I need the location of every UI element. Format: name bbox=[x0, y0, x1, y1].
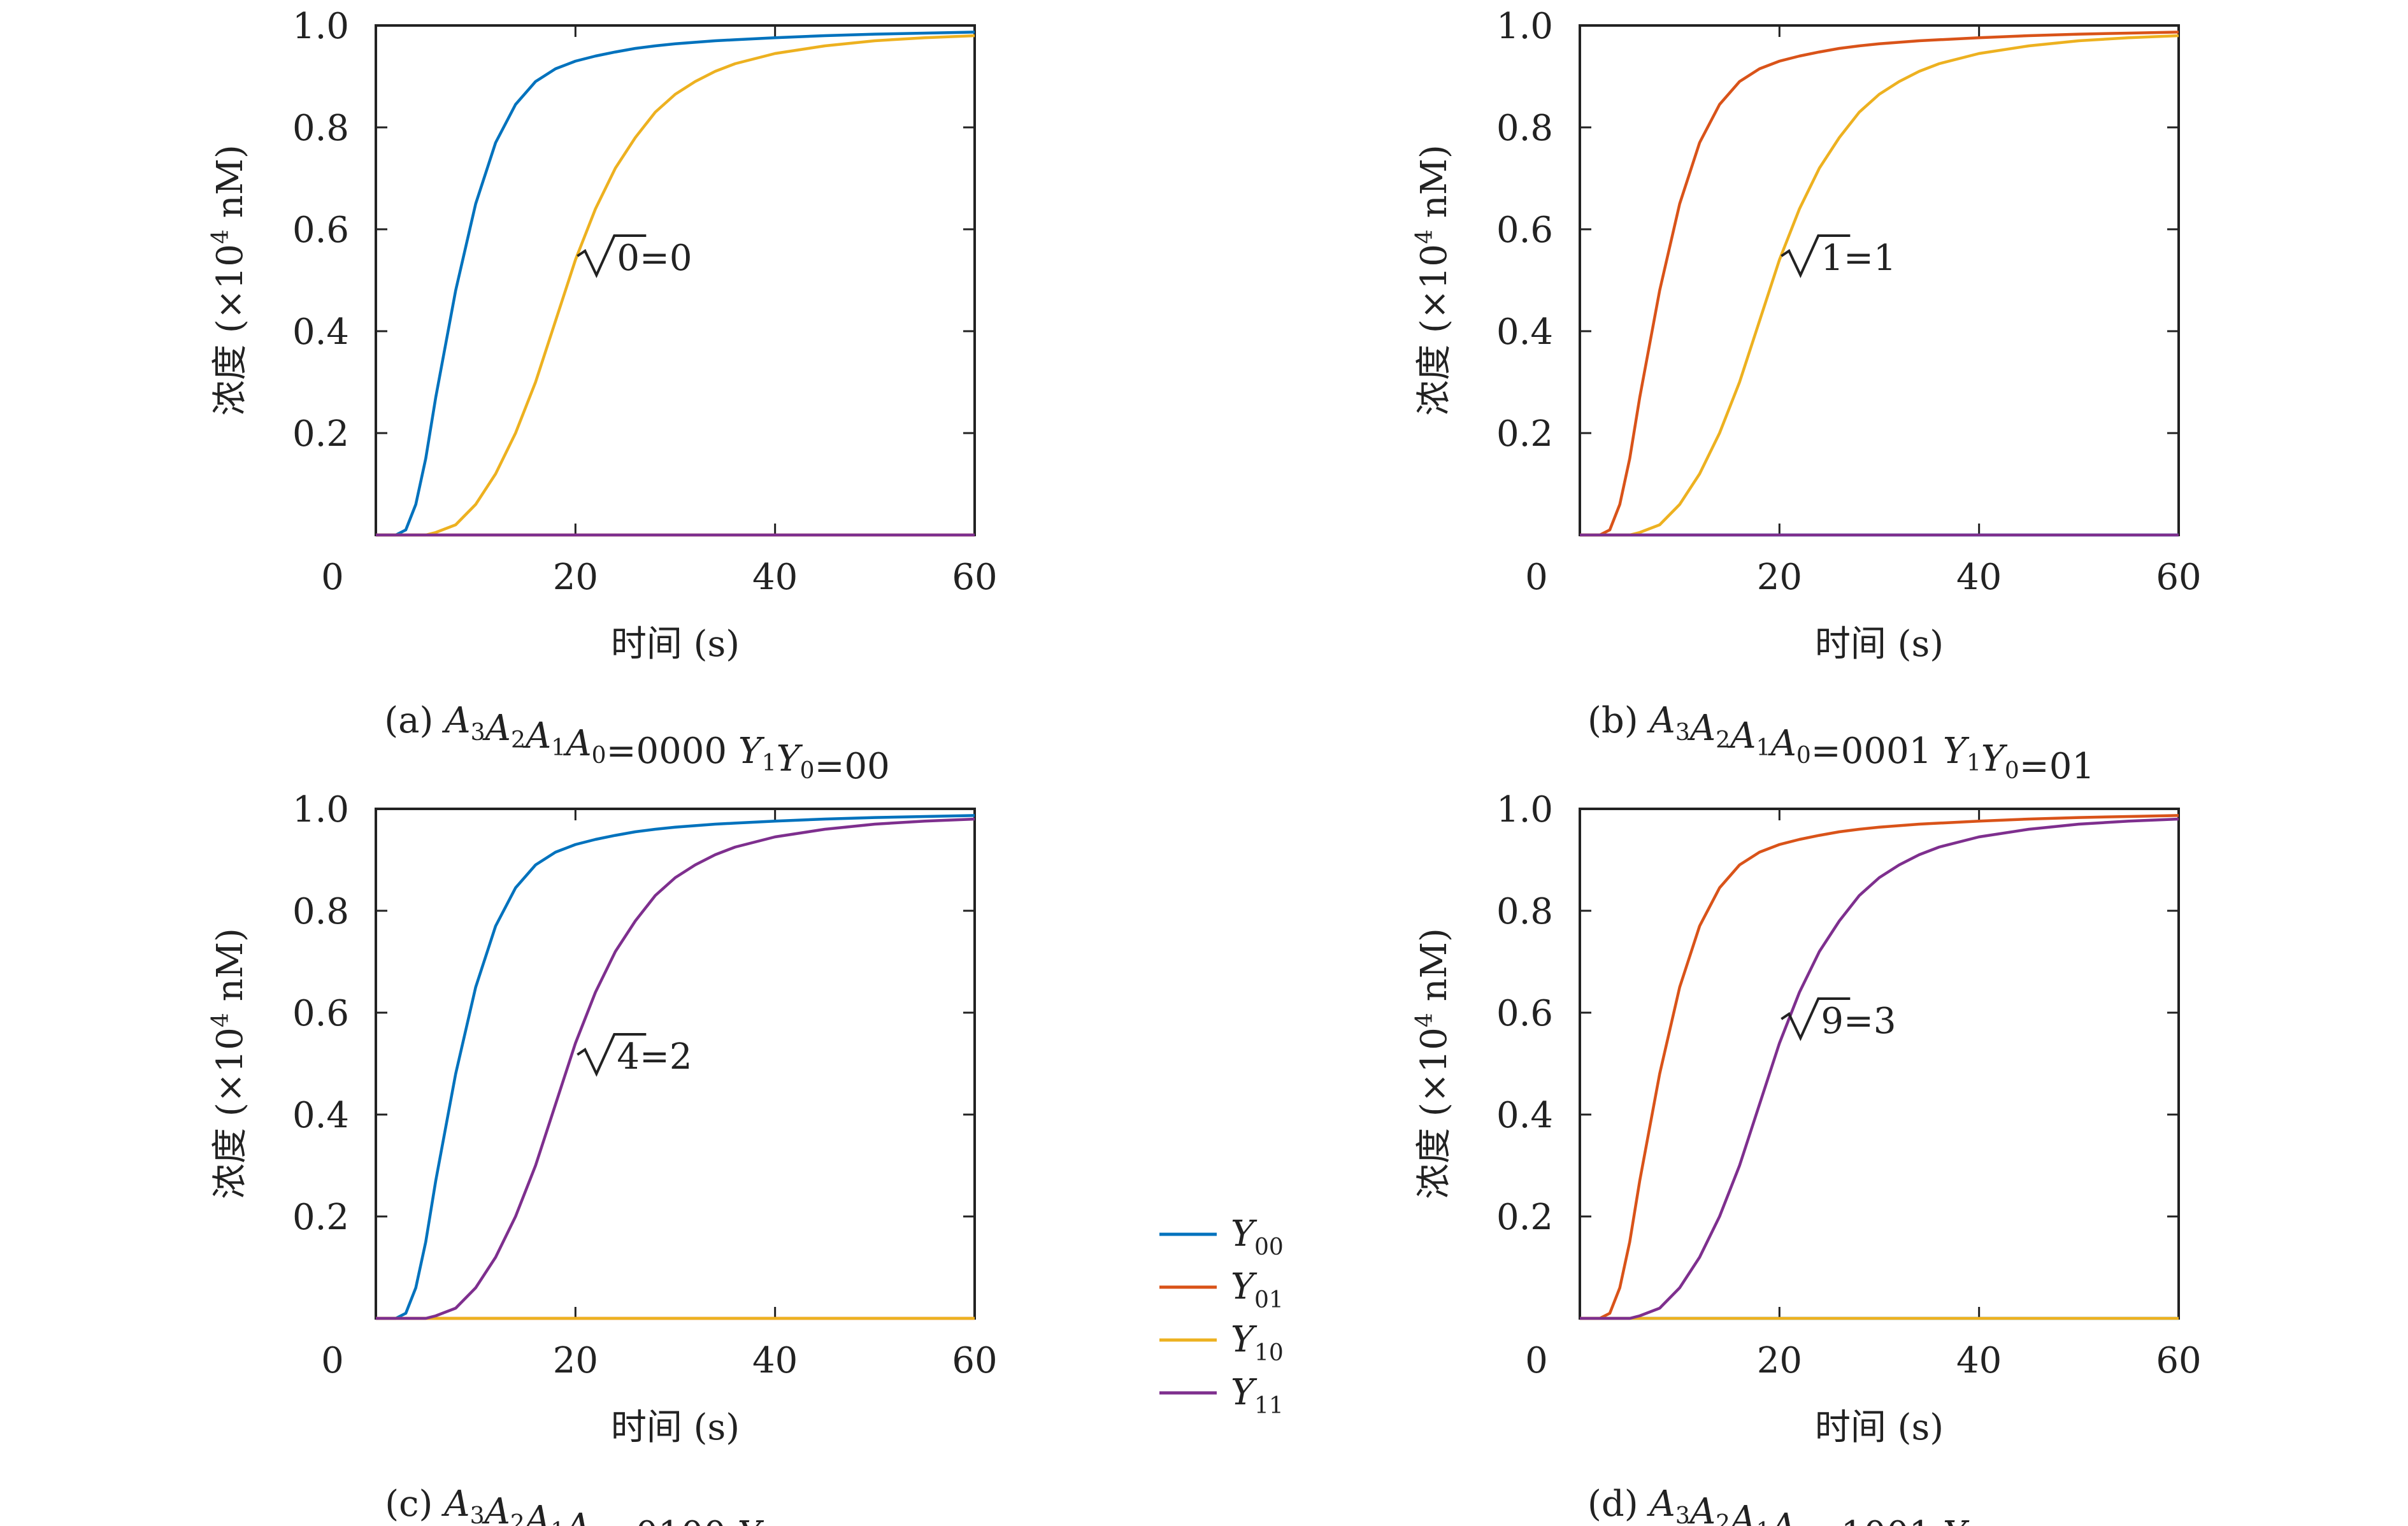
chart-panel-a: 0 20 40 60 0.2 0.4 0.6 0.8 1.0 0=0 时间 (s) 浓度 (×104 … bbox=[208, 6, 998, 787]
annotation-sqrt: 4=2 bbox=[617, 1036, 692, 1078]
chart-panel-b: 0 20 40 60 0.2 0.4 0.6 0.8 1.0 1=1 时间 (s) 浓度 (×104 … bbox=[1412, 6, 2202, 787]
series-line-y11 bbox=[1580, 817, 2179, 1320]
panel-caption: (b) A3A2A1A0=0001 Y1Y0=01 bbox=[1587, 700, 2095, 787]
panel-caption: (c) A3A2A1A0=0100 Y1Y0=10 bbox=[385, 1483, 889, 1526]
x-tick-label: 40 bbox=[1956, 557, 2002, 598]
legend: Y00 Y01 Y10 Y11 bbox=[1159, 1213, 1284, 1419]
plot-frame bbox=[1579, 24, 2180, 536]
x-tick-label: 40 bbox=[1956, 1340, 2002, 1381]
y-tick-label: 0.8 bbox=[292, 108, 349, 149]
legend-entry-y10: Y10 bbox=[1231, 1319, 1284, 1366]
annotation-sqrt: 0=0 bbox=[617, 238, 692, 279]
x-tick-label: 0 bbox=[1525, 1340, 1548, 1381]
plot-frame bbox=[1579, 808, 2180, 1320]
x-tick-label: 20 bbox=[1757, 1340, 1802, 1381]
y-tick-label: 0.6 bbox=[292, 993, 349, 1034]
annotation-sqrt: 9=3 bbox=[1821, 1001, 1896, 1042]
sqrt-symbol bbox=[1781, 997, 1851, 1041]
y-tick-label: 0.4 bbox=[1496, 1095, 1553, 1136]
y-tick-label: 0.6 bbox=[1496, 210, 1553, 251]
chart-panel-d: 0 20 40 60 0.2 0.4 0.6 0.8 1.0 9=3 时间 (s) 浓度 (×104 … bbox=[1412, 789, 2202, 1526]
x-tick-label: 60 bbox=[2156, 557, 2201, 598]
series-line-y10 bbox=[376, 34, 975, 537]
x-tick-label: 40 bbox=[752, 557, 798, 598]
x-axis-label: 时间 (s) bbox=[611, 624, 740, 665]
y-tick-label: 0.6 bbox=[1496, 993, 1553, 1034]
x-tick-label: 20 bbox=[553, 557, 598, 598]
y-tick-label: 0.8 bbox=[1496, 891, 1553, 932]
legend-entry-y01: Y01 bbox=[1231, 1266, 1284, 1313]
y-axis-label: 浓度 (×104 nM) bbox=[1412, 145, 1455, 416]
x-axis-label: 时间 (s) bbox=[1815, 1407, 1944, 1448]
annotation-sqrt: 1=1 bbox=[1821, 238, 1896, 279]
y-tick-label: 0.2 bbox=[1496, 1197, 1553, 1238]
panel-caption: (a) A3A2A1A0=0000 Y1Y0=00 bbox=[384, 700, 890, 787]
x-tick-label: 0 bbox=[321, 557, 344, 598]
y-tick-label: 1.0 bbox=[292, 6, 349, 47]
y-tick-label: 0.2 bbox=[1496, 413, 1553, 455]
y-tick-label: 0.2 bbox=[292, 413, 349, 455]
x-tick-label: 0 bbox=[1525, 557, 1548, 598]
x-tick-label: 20 bbox=[553, 1340, 598, 1381]
x-axis-label: 时间 (s) bbox=[1815, 624, 1944, 665]
x-tick-label: 0 bbox=[321, 1340, 344, 1381]
y-tick-label: 0.4 bbox=[292, 1095, 349, 1136]
x-tick-label: 60 bbox=[952, 557, 997, 598]
y-axis-label: 浓度 (×104 nM) bbox=[208, 928, 251, 1199]
sqrt-symbol bbox=[1781, 234, 1851, 278]
sqrt-symbol bbox=[577, 1033, 647, 1077]
legend-entry-y00: Y00 bbox=[1231, 1213, 1284, 1260]
y-tick-label: 0.2 bbox=[292, 1197, 349, 1238]
series-line-y11 bbox=[376, 817, 975, 1320]
chart-panel-c: 0 20 40 60 0.2 0.4 0.6 0.8 1.0 4=2 时间 (s) 浓度 (×104 … bbox=[208, 789, 998, 1526]
series-line-y00 bbox=[376, 31, 975, 537]
x-tick-label: 40 bbox=[752, 1340, 798, 1381]
y-tick-label: 0.6 bbox=[292, 210, 349, 251]
y-tick-label: 1.0 bbox=[1496, 789, 1553, 831]
x-axis-label: 时间 (s) bbox=[611, 1407, 740, 1448]
y-axis-label: 浓度 (×104 nM) bbox=[208, 145, 251, 416]
y-tick-label: 0.8 bbox=[292, 891, 349, 932]
y-axis-label: 浓度 (×104 nM) bbox=[1412, 928, 1455, 1199]
series-line-y01 bbox=[1580, 31, 2179, 537]
series-line-y10 bbox=[1580, 34, 2179, 537]
sqrt-symbol bbox=[577, 234, 647, 278]
plot-frame bbox=[375, 24, 976, 536]
y-tick-label: 0.8 bbox=[1496, 108, 1553, 149]
series-line-y00 bbox=[376, 814, 975, 1320]
legend-entry-y11: Y11 bbox=[1231, 1372, 1284, 1419]
x-tick-label: 20 bbox=[1757, 557, 1802, 598]
y-tick-label: 0.4 bbox=[1496, 311, 1553, 353]
panel-caption: (d) A3A2A1A0=1001 Y1Y0=11 bbox=[1587, 1483, 2095, 1526]
x-tick-label: 60 bbox=[2156, 1340, 2201, 1381]
y-tick-label: 1.0 bbox=[292, 789, 349, 831]
x-tick-label: 60 bbox=[952, 1340, 997, 1381]
y-tick-label: 1.0 bbox=[1496, 6, 1553, 47]
y-tick-label: 0.4 bbox=[292, 311, 349, 353]
series-line-y01 bbox=[1580, 814, 2179, 1320]
